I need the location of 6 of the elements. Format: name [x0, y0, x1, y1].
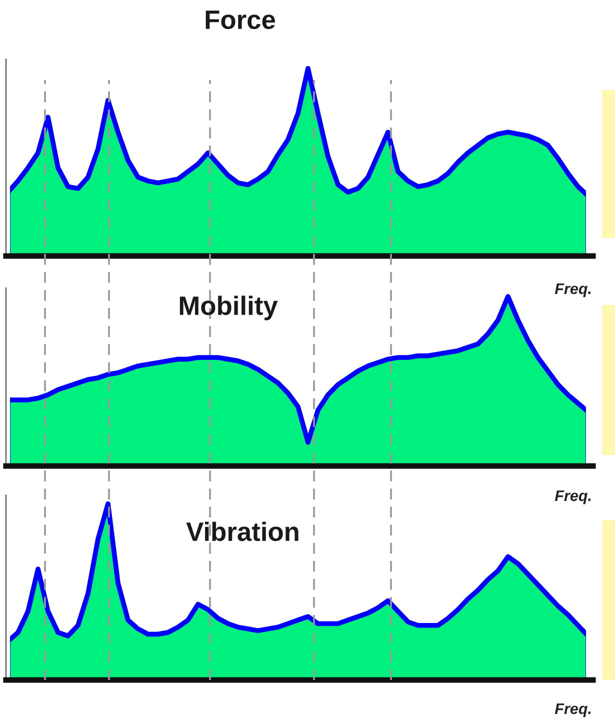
- x-axis-title: Freq.: [554, 703, 591, 718]
- x-axis-title: Freq.: [554, 490, 591, 504]
- chart-title: Mobility: [180, 296, 278, 320]
- chart-title: Force: [206, 10, 276, 30]
- x-axis-title: Freq.: [554, 283, 591, 298]
- text: Vibration: [186, 522, 298, 542]
